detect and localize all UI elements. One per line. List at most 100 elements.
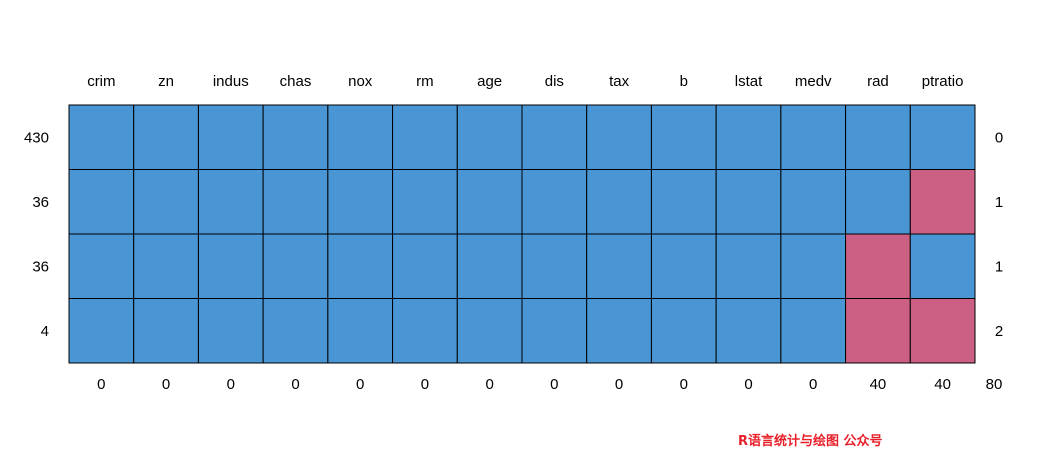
cell-b-pattern-2 [650, 169, 717, 235]
cell-lstat-pattern-2 [715, 169, 782, 235]
column-total-chas: 0 [291, 376, 299, 393]
column-total-tax: 0 [615, 376, 623, 393]
cell-rm-pattern-1 [392, 104, 458, 170]
column-total-dis: 0 [550, 376, 558, 393]
column-total-rm: 0 [421, 376, 429, 393]
column-label-dis: dis [545, 73, 564, 90]
cell-rm-pattern-2 [392, 169, 458, 235]
column-total-medv: 0 [809, 376, 817, 393]
cell-medv-pattern-4 [780, 298, 847, 364]
cell-dis-pattern-4 [521, 298, 588, 364]
column-total-nox: 0 [356, 376, 364, 393]
watermark-text: R语言统计与绘图 公众号 [738, 434, 883, 449]
column-total-indus: 0 [227, 376, 235, 393]
cell-nox-pattern-4 [327, 298, 394, 364]
column-label-lstat: lstat [735, 73, 763, 90]
cell-indus-pattern-2 [197, 169, 264, 235]
cell-medv-pattern-2 [780, 169, 847, 235]
cell-dis-pattern-2 [521, 169, 588, 235]
cell-lstat-pattern-3 [715, 233, 782, 299]
column-label-indus: indus [213, 73, 249, 90]
column-total-b: 0 [680, 376, 688, 393]
cell-b-pattern-4 [650, 298, 717, 364]
cell-ptratio-pattern-1 [909, 104, 976, 170]
cell-dis-pattern-1 [521, 104, 588, 170]
column-total-lstat: 0 [744, 376, 752, 393]
cell-crim-pattern-3 [68, 233, 135, 299]
cell-b-pattern-3 [650, 233, 717, 299]
cell-age-pattern-4 [456, 298, 523, 364]
cell-crim-pattern-4 [68, 298, 135, 364]
cell-zn-pattern-1 [133, 104, 199, 170]
cell-ptratio-pattern-2 [909, 169, 976, 235]
cell-medv-pattern-3 [780, 233, 847, 299]
cell-nox-pattern-1 [327, 104, 394, 170]
column-label-ptratio: ptratio [922, 73, 964, 90]
cell-chas-pattern-3 [262, 233, 329, 299]
column-label-rm: rm [416, 73, 434, 90]
cell-medv-pattern-1 [780, 104, 847, 170]
column-label-crim: crim [87, 73, 115, 90]
column-label-nox: nox [348, 73, 373, 90]
cell-nox-pattern-2 [327, 169, 394, 235]
cell-indus-pattern-4 [197, 298, 264, 364]
cell-rad-pattern-4 [845, 298, 911, 364]
cell-tax-pattern-2 [586, 169, 652, 235]
column-label-tax: tax [609, 73, 630, 90]
column-label-zn: zn [158, 73, 174, 90]
cell-grid [68, 104, 976, 364]
cell-b-pattern-1 [650, 104, 717, 170]
cell-rm-pattern-3 [392, 233, 458, 299]
cell-zn-pattern-2 [133, 169, 199, 235]
cell-crim-pattern-2 [68, 169, 135, 235]
column-labels: crim zn indus chas nox rm age dis tax b lstat medv r… [87, 73, 963, 90]
cell-ptratio-pattern-3 [909, 233, 976, 299]
cell-lstat-pattern-4 [715, 298, 782, 364]
cell-rad-pattern-2 [845, 169, 911, 235]
cell-tax-pattern-1 [586, 104, 652, 170]
cell-lstat-pattern-1 [715, 104, 782, 170]
cell-indus-pattern-3 [197, 233, 264, 299]
cell-age-pattern-3 [456, 233, 523, 299]
row-missing-labels: 0 1 1 2 [995, 129, 1003, 340]
row-missing-1: 0 [995, 129, 1003, 146]
cell-chas-pattern-1 [262, 104, 329, 170]
cell-zn-pattern-3 [133, 233, 199, 299]
column-label-age: age [477, 73, 502, 90]
column-label-b: b [680, 73, 688, 90]
row-missing-3: 1 [995, 258, 1003, 275]
cell-crim-pattern-1 [68, 104, 135, 170]
cell-zn-pattern-4 [133, 298, 199, 364]
column-total-zn: 0 [162, 376, 170, 393]
cell-tax-pattern-3 [586, 233, 652, 299]
cell-nox-pattern-3 [327, 233, 394, 299]
cell-rm-pattern-4 [392, 298, 458, 364]
column-label-chas: chas [280, 73, 312, 90]
column-total-rad: 40 [870, 376, 887, 393]
cell-age-pattern-2 [456, 169, 523, 235]
row-count-4: 4 [41, 323, 49, 340]
cell-ptratio-pattern-4 [909, 298, 976, 364]
grand-total-label: 80 [986, 376, 1003, 393]
row-missing-4: 2 [995, 323, 1003, 340]
cell-tax-pattern-4 [586, 298, 652, 364]
row-count-2: 36 [32, 194, 49, 211]
row-count-3: 36 [32, 258, 49, 275]
column-total-crim: 0 [97, 376, 105, 393]
cell-rad-pattern-1 [845, 104, 911, 170]
cell-chas-pattern-4 [262, 298, 329, 364]
row-missing-2: 1 [995, 194, 1003, 211]
column-label-medv: medv [795, 73, 832, 90]
row-count-1: 430 [24, 129, 49, 146]
cell-dis-pattern-3 [521, 233, 588, 299]
column-label-rad: rad [867, 73, 889, 90]
column-total-labels: 0 0 0 0 0 0 0 0 0 0 0 0 40 40 80 [97, 376, 1002, 393]
column-total-age: 0 [485, 376, 493, 393]
cell-age-pattern-1 [456, 104, 523, 170]
cell-chas-pattern-2 [262, 169, 329, 235]
cell-indus-pattern-1 [197, 104, 264, 170]
column-total-ptratio: 40 [934, 376, 951, 393]
row-count-labels: 430 36 36 4 [24, 129, 49, 340]
cell-rad-pattern-3 [845, 233, 911, 299]
